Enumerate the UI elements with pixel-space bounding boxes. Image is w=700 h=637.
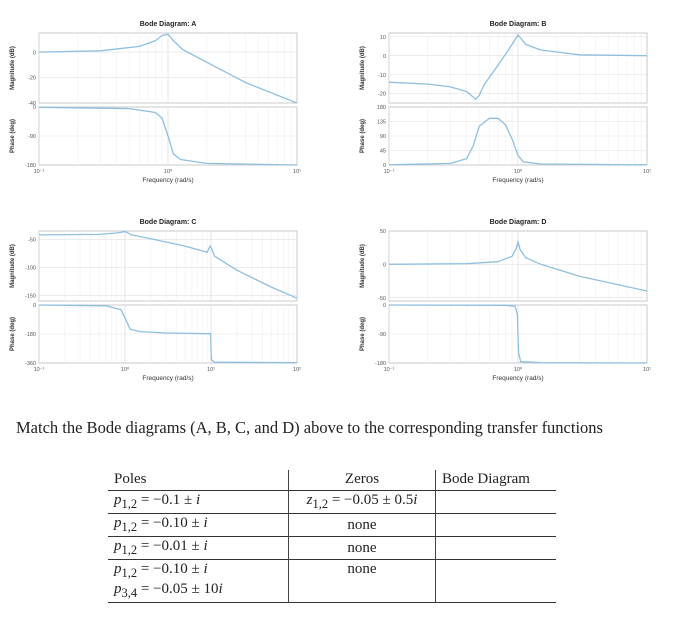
chart-title: Bode Diagram: A — [140, 21, 197, 28]
x-axis-label: Frequency (rad/s) — [492, 177, 543, 184]
y-tick-label: -180 — [375, 361, 386, 367]
x-tick-label: 10⁻¹ — [384, 169, 395, 175]
y-axis-label-phase: Phase (deg) — [10, 119, 16, 153]
x-tick-label: 10² — [293, 367, 301, 373]
chart-title: Bode Diagram: B — [490, 21, 547, 28]
x-axis-label: Frequency (rad/s) — [142, 177, 193, 184]
y-tick-label: 180 — [377, 105, 386, 111]
magnitude-curve — [38, 230, 298, 299]
question-prompt: Match the Bode diagrams (A, B, C, and D)… — [16, 418, 603, 437]
y-tick-label: 0 — [33, 105, 36, 111]
magnitude-curve — [388, 34, 648, 100]
x-tick-label: 10⁻¹ — [34, 169, 45, 175]
y-tick-label: -20 — [28, 76, 36, 82]
y-tick-label: 0 — [33, 303, 36, 309]
y-tick-label: 0 — [383, 54, 386, 60]
chart-title: Bode Diagram: D — [490, 219, 547, 226]
bode-answer-cell[interactable] — [435, 559, 556, 603]
phase-curve — [388, 304, 648, 364]
transfer-function-table: Poles Zeros Bode Diagram p1,2 = −0.1 ± i… — [108, 470, 556, 603]
y-tick-label: -40 — [28, 101, 36, 107]
zeros-cell: none — [288, 536, 436, 560]
table-row: p1,2 = −0.10 ± i p3,4 = −0.05 ± 10i none — [108, 559, 556, 603]
header-poles: Poles — [114, 471, 147, 487]
y-axis-label-phase: Phase (deg) — [10, 317, 16, 351]
y-tick-label: 0 — [383, 303, 386, 309]
x-axis-label: Frequency (rad/s) — [492, 375, 543, 382]
phase-curve — [388, 117, 648, 166]
x-tick-label: 10¹ — [293, 169, 301, 175]
zeros-cell: none — [288, 559, 436, 603]
header-zeros: Zeros — [288, 470, 436, 491]
bode-answer-cell[interactable] — [435, 536, 556, 560]
x-tick-label: 10⁻¹ — [34, 367, 45, 373]
table-row: p1,2 = −0.01 ± i none — [108, 536, 556, 560]
phase-curve — [38, 304, 298, 364]
y-tick-label: 90 — [380, 134, 386, 140]
magnitude-curve — [388, 241, 648, 292]
header-bode-diagram: Bode Diagram — [435, 470, 556, 491]
y-tick-label: -180 — [25, 332, 36, 338]
y-tick-label: 0 — [33, 50, 36, 56]
y-tick-label: -90 — [28, 134, 36, 140]
poles-cell: p1,2 = −0.10 ± i — [114, 515, 208, 534]
y-axis-label-phase: Phase (deg) — [360, 119, 366, 153]
y-tick-label: -50 — [28, 238, 36, 244]
table-row: p1,2 = −0.10 ± i none — [108, 513, 556, 537]
y-tick-label: -90 — [378, 332, 386, 338]
table-header-row: Poles Zeros Bode Diagram — [108, 470, 556, 491]
chart-title: Bode Diagram: C — [140, 219, 197, 226]
y-axis-label-phase: Phase (deg) — [360, 317, 366, 351]
y-tick-label: 45 — [380, 149, 386, 155]
poles-cell: p1,2 = −0.10 ± i p3,4 = −0.05 ± 10i — [114, 561, 223, 600]
x-tick-label: 10¹ — [643, 169, 651, 175]
table-row: p1,2 = −0.1 ± i z1,2 = −0.05 ± 0.5i — [108, 490, 556, 514]
zeros-cell: none — [288, 513, 436, 537]
poles-cell: p1,2 = −0.1 ± i — [114, 492, 201, 511]
x-tick-label: 10⁰ — [514, 366, 523, 373]
y-tick-label: -50 — [378, 296, 386, 302]
y-axis-label-magnitude: Magnitude (dB) — [360, 46, 366, 90]
poles-cell: p1,2 = −0.01 ± i — [114, 538, 208, 557]
y-tick-label: -150 — [25, 294, 36, 300]
y-axis-label-magnitude: Magnitude (dB) — [10, 46, 16, 90]
x-tick-label: 10¹ — [643, 367, 651, 373]
x-tick-label: 10¹ — [207, 367, 215, 373]
x-tick-label: 10⁰ — [121, 366, 130, 373]
zeros-cell: z1,2 = −0.05 ± 0.5i — [288, 490, 436, 514]
y-tick-label: -100 — [25, 266, 36, 272]
y-tick-label: -180 — [25, 163, 36, 169]
y-tick-label: 10 — [380, 35, 386, 41]
phase-curve — [38, 106, 298, 166]
magnitude-panel — [38, 230, 298, 302]
x-tick-label: 10⁻¹ — [384, 367, 395, 373]
x-tick-label: 10⁰ — [514, 168, 523, 175]
x-axis-label: Frequency (rad/s) — [142, 375, 193, 382]
y-axis-label-magnitude: Magnitude (dB) — [10, 244, 16, 288]
y-tick-label: 0 — [383, 263, 386, 269]
y-tick-label: 135 — [377, 120, 386, 126]
y-axis-label-magnitude: Magnitude (dB) — [360, 244, 366, 288]
y-tick-label: 50 — [380, 229, 386, 235]
x-tick-label: 10⁰ — [164, 168, 173, 175]
y-tick-label: -360 — [25, 361, 36, 367]
magnitude-curve — [38, 33, 298, 104]
y-tick-label: 0 — [383, 163, 386, 169]
bode-answer-cell[interactable] — [435, 513, 556, 537]
y-tick-label: -20 — [378, 92, 386, 98]
bode-answer-cell[interactable] — [435, 490, 556, 514]
y-tick-label: -10 — [378, 73, 386, 79]
